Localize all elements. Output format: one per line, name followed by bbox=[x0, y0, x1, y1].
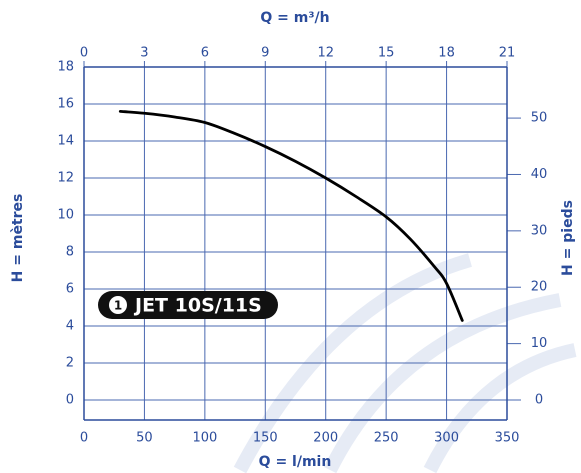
watermark-stroke bbox=[233, 253, 472, 473]
watermark bbox=[233, 253, 577, 473]
x2-tick-label: 9 bbox=[261, 46, 269, 61]
y-tick-label: 18 bbox=[57, 60, 74, 75]
y-tick-label: 12 bbox=[57, 171, 74, 186]
y2-tick-label: 20 bbox=[531, 280, 548, 295]
watermark-stroke bbox=[323, 293, 562, 473]
x-tick-label: 0 bbox=[80, 431, 88, 446]
y-tick-label: 16 bbox=[57, 97, 74, 112]
y-tick-label: 6 bbox=[66, 282, 74, 297]
y-tick-label: 14 bbox=[57, 134, 74, 149]
y-tick-label: 10 bbox=[57, 208, 74, 223]
annotation-pill bbox=[98, 291, 278, 319]
x2-tick-label: 18 bbox=[438, 46, 455, 61]
annotation-number: 1 bbox=[114, 299, 122, 313]
y-tick-label: 4 bbox=[66, 319, 74, 334]
y2-tick-label: 30 bbox=[531, 223, 548, 238]
y2-axis-label: H = pieds bbox=[560, 200, 576, 276]
annotation: 1 JET 10S/11S bbox=[98, 291, 278, 319]
y2-tick-label: 0 bbox=[535, 393, 543, 408]
x2-tick-label: 15 bbox=[378, 46, 395, 61]
watermark-stroke bbox=[423, 343, 577, 473]
x2-tick-label: 6 bbox=[201, 46, 209, 61]
x-axis-label: Q = l/min bbox=[259, 454, 332, 470]
x-tick-label: 350 bbox=[495, 431, 520, 446]
pump-curve bbox=[118, 110, 464, 322]
x-tick-label: 100 bbox=[192, 431, 217, 446]
y-tick-label: 8 bbox=[66, 245, 74, 260]
annotation-badge bbox=[109, 296, 127, 314]
y2-tick-label: 40 bbox=[531, 167, 548, 182]
x-tick-label: 50 bbox=[136, 431, 153, 446]
x2-tick-label: 12 bbox=[317, 46, 334, 61]
x-tick-label: 250 bbox=[374, 431, 399, 446]
x-tick-label: 300 bbox=[434, 431, 459, 446]
x2-tick-label: 0 bbox=[80, 46, 88, 61]
y2-tick-label: 10 bbox=[531, 336, 548, 351]
y2-tick-label: 50 bbox=[531, 111, 548, 126]
y-axis-label: H = mètres bbox=[10, 194, 26, 283]
x2-tick-label: 3 bbox=[140, 46, 148, 61]
annotation-text: JET 10S/11S bbox=[133, 295, 262, 317]
x-tick-label: 150 bbox=[253, 431, 278, 446]
x2-axis-label: Q = m³/h bbox=[260, 10, 329, 26]
y-tick-label: 2 bbox=[66, 356, 74, 371]
x2-tick-label: 21 bbox=[499, 46, 516, 61]
x-tick-label: 200 bbox=[313, 431, 338, 446]
y-tick-label: 0 bbox=[66, 393, 74, 408]
